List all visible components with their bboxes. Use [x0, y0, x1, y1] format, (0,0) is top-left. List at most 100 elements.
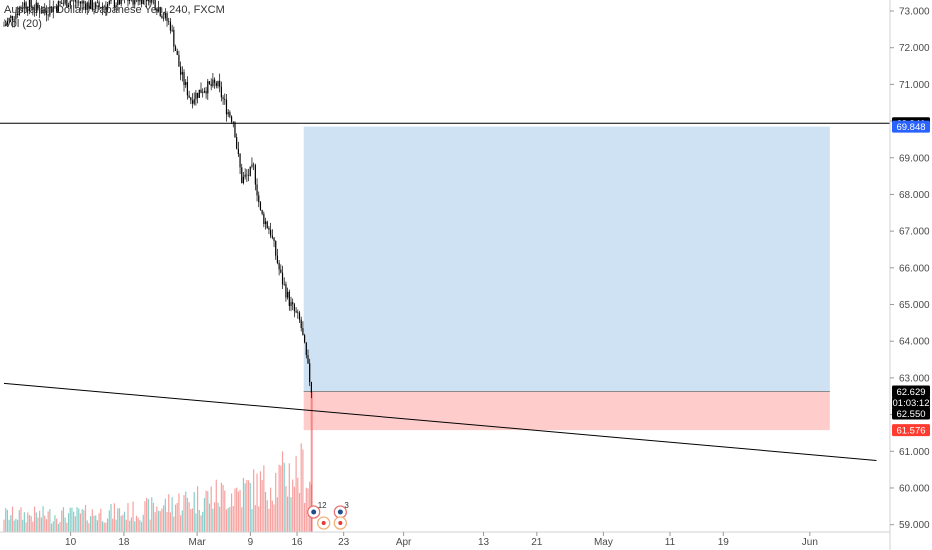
candle-body	[191, 100, 194, 104]
volume-bar	[300, 443, 302, 532]
candle-body	[193, 99, 195, 104]
candle-body	[302, 328, 304, 336]
candle-body	[241, 167, 243, 184]
volume-bar	[84, 505, 87, 532]
volume-bar	[146, 497, 148, 532]
candle-body	[161, 15, 163, 19]
price-axis-label[interactable]: 61.576	[892, 424, 930, 437]
x-tick-label: 16	[291, 537, 303, 548]
candle-body	[157, 7, 160, 12]
time-axis[interactable]: 10 18 Mar 9 16 23 Apr 13 21 May 11 19 Jun	[0, 531, 890, 548]
volume-bar	[293, 486, 296, 532]
candle-body	[229, 112, 231, 117]
volume-bar	[6, 509, 8, 532]
volume-bar	[310, 392, 313, 532]
x-tick-label: 11	[665, 537, 676, 548]
candle-body	[227, 112, 229, 115]
price-axis-label[interactable]: 01:03:12	[892, 396, 930, 409]
event-dot-icon	[338, 521, 343, 525]
volume-bar	[106, 518, 109, 532]
volume-bar	[169, 512, 172, 532]
volume-bar	[249, 482, 251, 532]
price-axis-label[interactable]: 62.629	[892, 385, 930, 399]
volume-bar	[222, 484, 224, 532]
candle-body	[137, 0, 139, 2]
position-zones[interactable]	[303, 126, 830, 431]
candle-body	[42, 9, 44, 14]
volume-bar	[273, 504, 275, 532]
price-axis-label[interactable]: 62.550	[892, 407, 930, 420]
price-axis[interactable]: 73.00072.00071.00070.00069.00068.00067.0…	[889, 0, 930, 550]
candle-body	[78, 1, 80, 3]
y-tick-label: 69.000	[899, 153, 930, 164]
drawn-lines[interactable]	[0, 122, 890, 461]
volume-bar	[69, 507, 71, 532]
volume-bar	[127, 503, 129, 532]
candle-body	[86, 2, 88, 10]
volume-bar	[66, 522, 68, 532]
candle-body	[96, 2, 99, 3]
volume-bar	[115, 519, 117, 532]
volume-bar	[242, 477, 245, 532]
volume-bar	[64, 517, 66, 532]
volume-bar	[118, 508, 121, 532]
candle-body	[156, 9, 158, 12]
loss-zone[interactable]	[303, 391, 830, 431]
candle-body	[98, 2, 100, 8]
volume-bar	[76, 507, 78, 532]
volume-bar	[207, 491, 209, 532]
volume-bar	[173, 516, 175, 532]
candle-body	[173, 29, 175, 47]
profit-zone[interactable]	[303, 126, 830, 392]
candle-body	[290, 302, 292, 307]
candle-body	[16, 13, 19, 15]
volume-bar	[224, 490, 226, 532]
volume-bar	[98, 513, 100, 532]
candle-body	[39, 8, 41, 14]
candle-body	[20, 8, 22, 9]
volume-bar	[8, 519, 10, 532]
volume-bar	[164, 498, 166, 532]
candle-body	[174, 46, 177, 52]
candle-body	[297, 312, 299, 314]
volume-bar	[16, 519, 19, 532]
volume-bar	[275, 472, 277, 532]
price-axis-label[interactable]: 69.848	[892, 120, 930, 134]
candle-body	[76, 1, 78, 3]
candle-body	[309, 363, 311, 383]
event-badges[interactable]: 12 3	[307, 501, 350, 530]
volume-bar	[113, 503, 115, 532]
volume-bar	[27, 512, 29, 532]
volume-bar	[144, 501, 146, 532]
candle-body	[239, 154, 241, 168]
volume-bar	[174, 504, 177, 532]
candle-body	[74, 0, 76, 2]
volume-bar	[20, 507, 22, 532]
trend-line[interactable]	[3, 382, 877, 461]
volume-bar	[203, 498, 205, 532]
volume-bar	[278, 464, 280, 532]
x-tick-label: 10	[65, 537, 77, 548]
candle-body	[6, 20, 8, 25]
volume-bar	[270, 487, 272, 532]
volume-bar	[112, 518, 114, 532]
candle-body	[236, 137, 238, 149]
volume-bar	[100, 508, 102, 532]
candle-body	[88, 2, 90, 9]
candle-body	[49, 6, 51, 16]
candle-body	[134, 0, 136, 5]
candle-body	[84, 3, 87, 10]
candle-body	[59, 1, 61, 3]
volume-bar	[149, 519, 151, 532]
volume-bar	[93, 515, 95, 532]
volume-bar	[108, 510, 110, 532]
volume-bar	[246, 480, 248, 532]
candle-body	[23, 2, 25, 9]
volume-bar	[287, 496, 289, 532]
event-badge[interactable]: 12	[307, 501, 331, 530]
volume-bar	[132, 501, 134, 532]
candle-body	[91, 0, 93, 11]
chart-legend: Australian Dollar / Japanese Yen, 240, F…	[4, 3, 225, 31]
event-badge[interactable]: 3	[333, 501, 349, 530]
